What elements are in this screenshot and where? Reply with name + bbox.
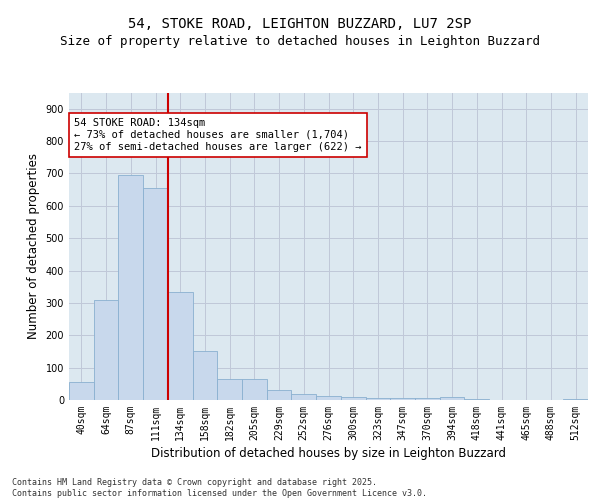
Y-axis label: Number of detached properties: Number of detached properties [27,153,40,339]
Bar [118,175,143,400]
Bar [365,398,390,400]
Bar [440,397,464,400]
Bar [267,390,292,400]
Text: 54, STOKE ROAD, LEIGHTON BUZZARD, LU7 2SP: 54, STOKE ROAD, LEIGHTON BUZZARD, LU7 2S… [128,18,472,32]
Bar [217,379,242,400]
Bar [69,382,94,400]
Text: Contains HM Land Registry data © Crown copyright and database right 2025.
Contai: Contains HM Land Registry data © Crown c… [12,478,427,498]
Text: 54 STOKE ROAD: 134sqm
← 73% of detached houses are smaller (1,704)
27% of semi-d: 54 STOKE ROAD: 134sqm ← 73% of detached … [74,118,361,152]
Bar [563,399,588,400]
Bar [94,300,118,400]
X-axis label: Distribution of detached houses by size in Leighton Buzzard: Distribution of detached houses by size … [151,447,506,460]
Bar [168,292,193,400]
Bar [341,397,365,400]
Bar [193,352,217,400]
Bar [292,394,316,400]
Bar [390,398,415,400]
Bar [415,398,440,400]
Bar [242,379,267,400]
Text: Size of property relative to detached houses in Leighton Buzzard: Size of property relative to detached ho… [60,35,540,48]
Bar [316,396,341,400]
Bar [143,188,168,400]
